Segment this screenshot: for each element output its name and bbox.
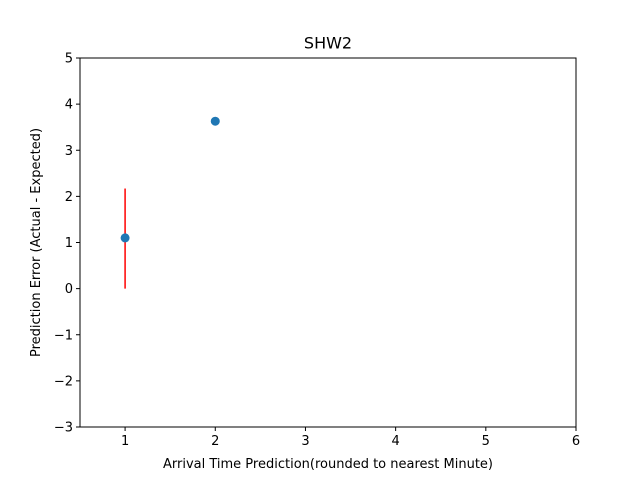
axes-frame <box>79 57 577 428</box>
x-axis-label: Arrival Time Prediction(rounded to neare… <box>163 457 493 472</box>
x-tick-label: 3 <box>301 434 309 449</box>
y-tick-label: 1 <box>65 236 73 251</box>
y-tick-label: 0 <box>65 282 73 297</box>
chart-title: SHW2 <box>304 34 352 53</box>
x-axis-ticks: 1 2 3 4 5 6 <box>121 427 580 449</box>
y-axis-label: Prediction Error (Actual - Expected) <box>29 128 44 357</box>
y-axis-ticks: −3 −2 −1 0 1 2 3 4 5 <box>54 52 80 436</box>
y-tick-label: 3 <box>65 144 73 159</box>
x-tick-label: 2 <box>211 434 219 449</box>
y-tick-label: −3 <box>54 421 73 436</box>
x-tick-label: 4 <box>391 434 399 449</box>
data-point <box>120 233 130 243</box>
data-point <box>210 116 220 126</box>
y-tick-label: −1 <box>54 328 73 343</box>
y-tick-label: 2 <box>65 190 73 205</box>
y-tick-label: 5 <box>65 52 73 67</box>
x-tick-label: 5 <box>482 434 490 449</box>
x-tick-label: 1 <box>121 434 129 449</box>
y-tick-label: −2 <box>54 374 73 389</box>
plot-marks <box>120 116 220 289</box>
x-tick-label: 6 <box>572 434 580 449</box>
y-tick-label: 4 <box>65 98 73 113</box>
